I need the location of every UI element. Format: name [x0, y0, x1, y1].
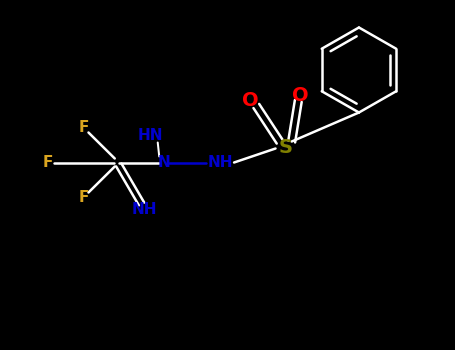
Text: F: F: [78, 120, 89, 135]
Text: NH: NH: [131, 203, 157, 217]
Text: F: F: [78, 190, 89, 205]
Text: O: O: [293, 85, 309, 105]
Text: HN: HN: [137, 127, 163, 142]
Text: O: O: [242, 91, 258, 110]
Text: S: S: [278, 138, 293, 157]
Text: NH: NH: [207, 155, 233, 170]
Text: N: N: [158, 155, 171, 170]
Text: F: F: [43, 155, 53, 170]
